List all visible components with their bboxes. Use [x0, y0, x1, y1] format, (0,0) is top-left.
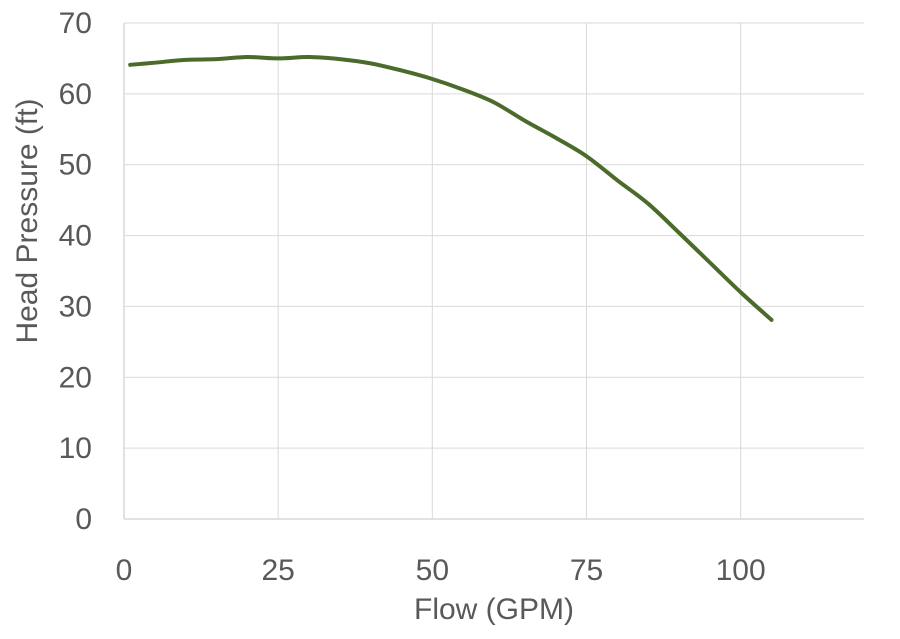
data-point	[184, 58, 188, 62]
y-tick-label: 70	[59, 7, 92, 40]
data-point	[307, 55, 311, 59]
series-line	[128, 55, 774, 322]
data-point	[461, 88, 465, 92]
tick-labels: 0 10 20 30 40 50 60 70 0 25 50 75 100	[59, 7, 766, 587]
data-point	[615, 178, 619, 182]
x-tick-label: 75	[570, 554, 603, 587]
data-point	[215, 57, 219, 61]
y-axis-title: Head Pressure (ft)	[11, 98, 44, 343]
y-tick-label: 0	[75, 503, 92, 536]
data-point	[128, 63, 132, 67]
y-tick-label: 40	[59, 220, 92, 253]
x-tick-label: 25	[261, 554, 294, 587]
data-point	[492, 100, 496, 104]
data-point	[739, 290, 743, 294]
data-point	[245, 55, 249, 59]
data-point	[400, 68, 404, 72]
data-point	[585, 154, 589, 158]
x-tick-label: 100	[716, 554, 766, 587]
data-point	[677, 231, 681, 235]
data-point	[708, 260, 712, 264]
data-point	[276, 56, 280, 60]
y-tick-label: 50	[59, 149, 92, 182]
series-group	[128, 55, 774, 322]
data-point	[369, 61, 373, 65]
data-point	[646, 202, 650, 206]
y-tick-label: 30	[59, 290, 92, 323]
axes	[123, 23, 864, 520]
data-point	[554, 136, 558, 140]
x-tick-label: 0	[116, 554, 133, 587]
x-tick-label: 50	[416, 554, 449, 587]
data-point	[523, 119, 527, 123]
y-tick-label: 20	[59, 361, 92, 394]
data-point	[770, 318, 774, 322]
y-tick-label: 60	[59, 78, 92, 111]
y-tick-label: 10	[59, 432, 92, 465]
data-point	[153, 61, 157, 65]
data-point	[338, 57, 342, 61]
gridlines	[124, 22, 864, 519]
x-axis-title: Flow (GPM)	[414, 593, 574, 626]
data-point	[430, 77, 434, 81]
